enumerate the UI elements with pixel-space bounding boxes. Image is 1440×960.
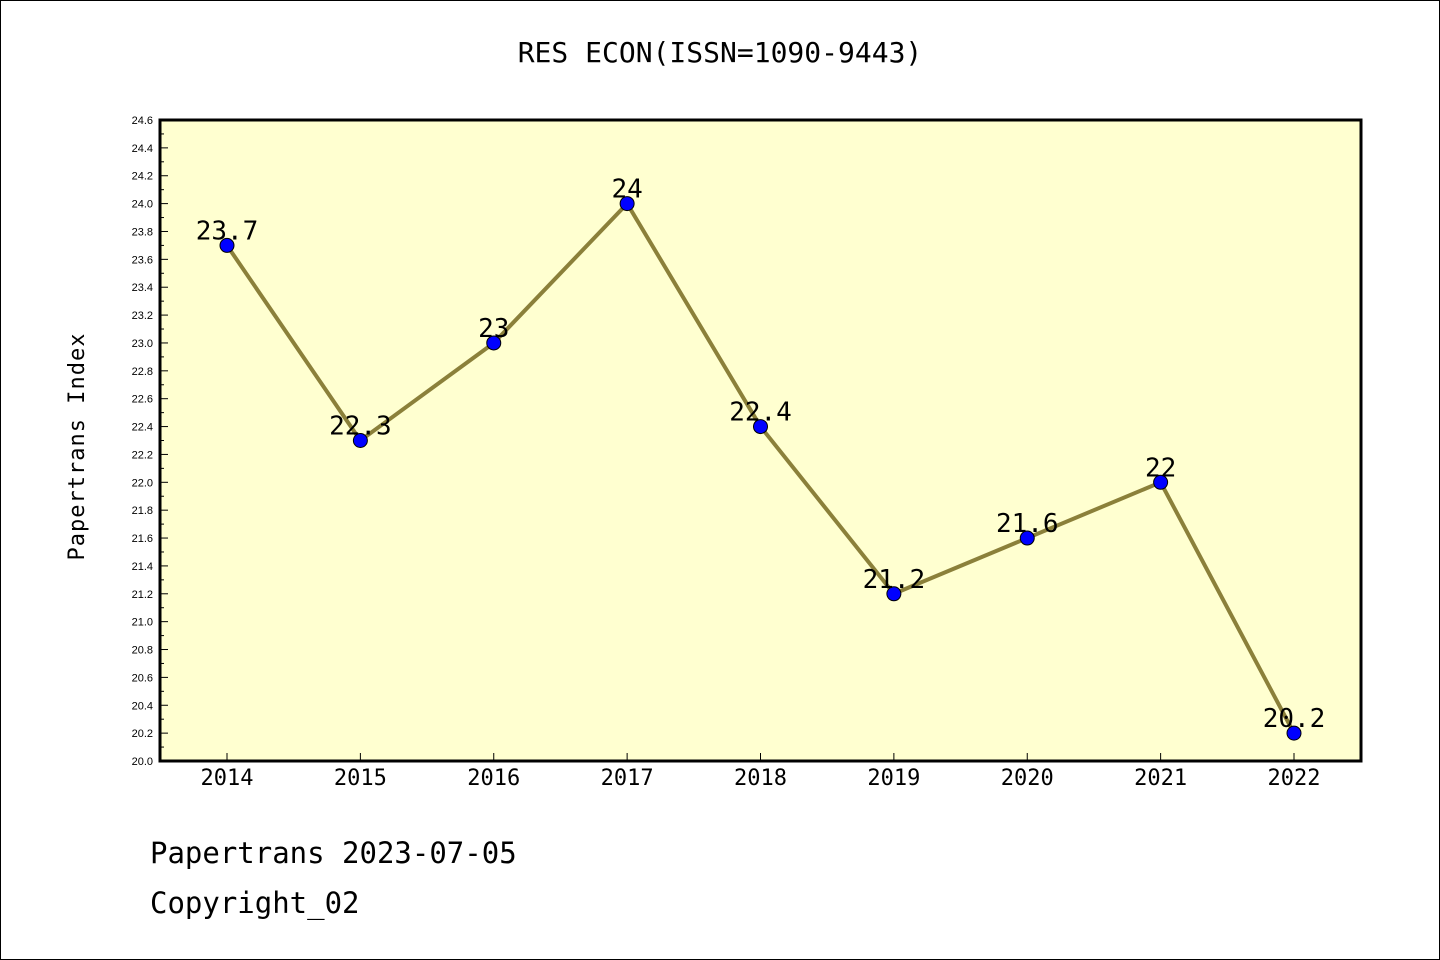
y-tick-label: 23.4 <box>132 282 153 294</box>
y-tick-label: 24.4 <box>132 143 153 155</box>
x-tick-label: 2014 <box>201 766 254 791</box>
x-tick-label: 2016 <box>467 766 520 791</box>
footer-date: Papertrans 2023-07-05 <box>150 836 517 870</box>
x-tick-label: 2021 <box>1134 766 1187 791</box>
y-tick-label: 22.6 <box>132 394 153 406</box>
data-label: 23.7 <box>196 216 259 246</box>
data-point <box>1286 725 1302 741</box>
data-labels: 23.7 22.3 23 24 22.4 21.2 21.6 22 20.2 <box>196 175 1326 735</box>
y-tick-label: 21.0 <box>132 617 153 629</box>
data-markers <box>219 196 1302 741</box>
y-tick-label: 20.4 <box>132 700 153 712</box>
data-label: 24 <box>611 175 642 205</box>
y-tick-label: 23.0 <box>132 338 153 350</box>
y-tick-label: 22.2 <box>132 449 153 461</box>
y-tick-label: 20.6 <box>132 672 153 684</box>
y-tick-label: 22.8 <box>132 366 153 378</box>
chart-title: RES ECON(ISSN=1090-9443) <box>517 36 923 69</box>
y-tick-label: 23.8 <box>132 226 153 238</box>
x-tick-label: 2019 <box>867 766 920 791</box>
y-tick-label: 21.8 <box>132 505 153 517</box>
y-axis-ticks: 20.0 20.2 20.4 20.6 20.8 21.0 21.2 21.4 21.6 21.8… <box>132 115 168 768</box>
y-tick-label: 21.4 <box>132 561 153 573</box>
y-tick-label: 24.0 <box>132 199 153 211</box>
data-point <box>486 335 502 351</box>
data-point <box>619 196 635 212</box>
data-label: 20.2 <box>1263 704 1326 734</box>
data-point <box>1153 474 1169 490</box>
footer-copyright: Copyright_02 <box>150 886 360 920</box>
y-tick-label: 21.2 <box>132 589 153 601</box>
y-tick-label: 23.2 <box>132 310 153 322</box>
x-tick-label: 2015 <box>334 766 387 791</box>
y-axis-label: Papertrans Index <box>65 333 90 561</box>
data-label: 22.3 <box>329 412 392 442</box>
y-tick-label: 20.0 <box>132 756 153 768</box>
y-tick-label: 22.4 <box>132 422 153 434</box>
x-tick-label: 2018 <box>734 766 787 791</box>
data-point <box>219 237 235 253</box>
y-tick-label: 20.8 <box>132 645 153 657</box>
y-tick-label: 24.6 <box>132 115 153 127</box>
plot-border <box>158 118 1363 763</box>
data-label: 21.2 <box>863 565 926 595</box>
data-label: 21.6 <box>996 509 1059 539</box>
data-point <box>352 433 368 448</box>
data-point <box>1019 530 1035 546</box>
data-label: 22 <box>1145 453 1176 483</box>
y-tick-label: 20.2 <box>132 728 153 740</box>
x-tick-label: 2022 <box>1268 766 1321 791</box>
y-tick-label: 22.0 <box>132 477 153 489</box>
data-label: 23 <box>478 314 509 344</box>
x-tick-label: 2017 <box>601 766 654 791</box>
y-tick-label: 23.6 <box>132 254 153 266</box>
y-tick-label: 21.6 <box>132 533 153 545</box>
x-tick-label: 2020 <box>1001 766 1054 791</box>
data-label: 22.4 <box>729 398 792 428</box>
data-point <box>753 419 768 435</box>
data-point <box>886 586 902 602</box>
y-tick-label: 24.2 <box>132 171 153 183</box>
x-axis-ticks: 2014 2015 2016 2017 2018 2019 2020 2021 2022 <box>201 753 1321 791</box>
